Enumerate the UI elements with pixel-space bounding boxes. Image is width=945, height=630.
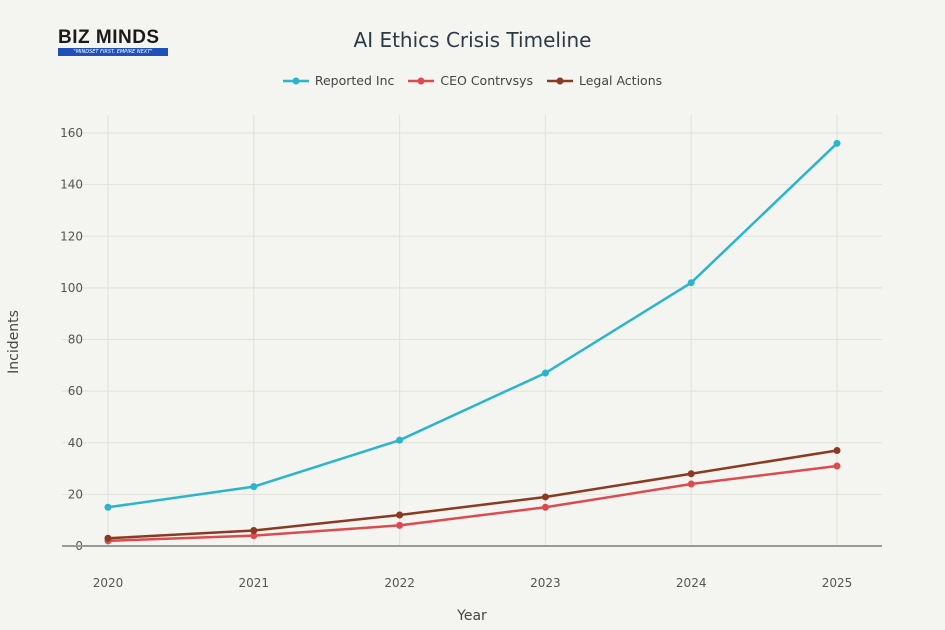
legend-swatch-icon — [547, 77, 573, 84]
data-point-reported-inc — [104, 503, 112, 511]
x-tick-label: 2021 — [239, 576, 270, 590]
data-point-legal-actions — [250, 527, 258, 535]
legend: Reported Inc CEO Contrvsys Legal Actions — [0, 73, 945, 88]
legend-item-reported-inc[interactable]: Reported Inc — [282, 73, 395, 88]
data-point-ceo-contrvsys — [541, 503, 549, 511]
data-point-reported-inc — [541, 369, 549, 377]
x-tick-label: 2024 — [676, 576, 707, 590]
x-axis-label: Year — [456, 608, 487, 624]
x-tick-label: 2020 — [93, 576, 124, 590]
data-point-ceo-contrvsys — [687, 480, 695, 488]
y-tick-label: 100 — [60, 281, 83, 295]
x-tick-label: 2022 — [384, 576, 415, 590]
y-tick-label: 20 — [68, 487, 83, 501]
y-tick-label: 60 — [68, 384, 83, 398]
y-tick-label: 120 — [60, 229, 83, 243]
legend-swatch-icon — [408, 77, 435, 84]
data-point-legal-actions — [541, 493, 549, 501]
data-point-reported-inc — [396, 436, 404, 444]
logo-tagline: "MINDSET FIRST, EMPIRE NEXT" — [58, 48, 168, 56]
x-tick-label: 2023 — [530, 576, 561, 590]
data-point-reported-inc — [250, 483, 258, 491]
data-point-reported-inc — [687, 279, 695, 287]
data-point-ceo-contrvsys — [250, 532, 258, 540]
x-tick-label: 2025 — [822, 576, 853, 590]
logo-name: BIZ MINDS — [58, 27, 160, 48]
legend-swatch-icon — [282, 77, 309, 84]
series-line-ceo-contrvsys — [107, 464, 838, 543]
data-point-reported-inc — [833, 139, 841, 147]
data-point-legal-actions — [104, 534, 112, 542]
data-point-legal-actions — [396, 511, 404, 519]
legend-label: CEO Contrvsys — [440, 73, 533, 88]
series-line-reported-inc — [107, 142, 838, 509]
data-point-ceo-contrvsys — [396, 521, 404, 529]
y-tick-label: 80 — [68, 333, 83, 347]
y-tick-label: 140 — [60, 178, 83, 192]
legend-item-legal-actions[interactable]: Legal Actions — [547, 73, 662, 88]
legend-label: Reported Inc — [314, 73, 395, 88]
y-tick-label: 160 — [60, 126, 83, 140]
y-tick-label: 40 — [68, 436, 83, 450]
data-point-legal-actions — [833, 446, 841, 454]
legend-label: Legal Actions — [579, 73, 663, 88]
legend-item-ceo-contrvsys[interactable]: CEO Contrvsys — [408, 73, 533, 88]
series-line-legal-actions — [107, 449, 838, 540]
data-point-ceo-contrvsys — [833, 462, 841, 470]
chart-title: AI Ethics Crisis Timeline — [353, 28, 592, 52]
bizminds-logo: BIZ MINDS "MINDSET FIRST, EMPIRE NEXT" — [58, 28, 168, 56]
y-axis-label: Incidents — [6, 310, 22, 374]
data-point-legal-actions — [687, 470, 695, 478]
